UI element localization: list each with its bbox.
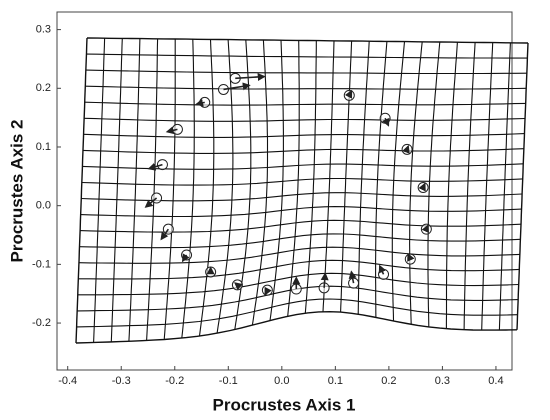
landmark-vector [234, 282, 243, 291]
landmark-vector [407, 252, 415, 262]
y-tick-label: -0.1 [32, 258, 51, 270]
grid-column [181, 39, 195, 339]
grid-column [269, 40, 284, 321]
y-tick-label: 0.2 [36, 82, 51, 94]
grid-row [82, 163, 524, 170]
grid-row [80, 219, 522, 233]
landmark-vector [348, 270, 357, 284]
grid-column [216, 39, 234, 334]
landmark-vector [160, 228, 169, 241]
y-tick-label: 0.0 [36, 200, 51, 212]
grid-column [375, 41, 388, 318]
grid-row [79, 233, 521, 249]
grid-row [81, 177, 523, 186]
x-tick-label: -0.2 [165, 375, 184, 387]
grid-row [80, 206, 522, 218]
grid-column [322, 40, 335, 312]
landmark-vector [264, 286, 272, 296]
plot-frame [56, 11, 513, 371]
grid-row [86, 53, 528, 59]
x-tick-label: -0.3 [112, 375, 131, 387]
grid-row [83, 133, 525, 138]
grid-row [85, 85, 527, 90]
y-tick-label: 0.1 [36, 141, 51, 153]
grid-column [409, 41, 423, 325]
grid-column [340, 40, 353, 313]
grid-row [81, 192, 523, 202]
x-axis-title: Procrustes Axis 1 [213, 395, 356, 414]
landmark-vector [165, 126, 178, 135]
x-tick-label: 0.1 [328, 375, 343, 387]
x-tick-label: 0.3 [435, 375, 450, 387]
y-axis-title: Procrustes Axis 2 [7, 120, 26, 263]
grid-column [463, 42, 476, 330]
grid-column [391, 41, 406, 322]
grid-row [86, 37, 529, 44]
x-tick-label: 0.4 [488, 375, 503, 387]
landmark-vector [223, 82, 251, 91]
x-tick-label: 0.2 [381, 375, 396, 387]
grid-row [82, 148, 524, 154]
landmark-vector [320, 272, 329, 288]
grid-column [427, 41, 441, 327]
landmark-vector [195, 98, 205, 107]
grid-column [498, 42, 511, 331]
grid-column [304, 40, 317, 314]
landmark-vector [421, 224, 429, 234]
landmark-vector [418, 182, 426, 192]
x-tick-label: -0.4 [58, 375, 77, 387]
y-tick-label: -0.2 [32, 317, 51, 329]
x-tick-label: -0.1 [219, 375, 238, 387]
landmark-vector [402, 144, 410, 154]
grid-row [84, 117, 526, 122]
landmark-vector [181, 253, 190, 263]
deformation-grid [75, 37, 529, 344]
grid-column [163, 39, 176, 340]
grid-column [110, 38, 123, 342]
grid-column [93, 38, 106, 343]
grid-row [76, 298, 518, 328]
grid-row [77, 272, 519, 296]
grid-row [78, 246, 520, 264]
y-tick-label: 0.3 [36, 24, 51, 36]
x-tick-label: 0.0 [274, 375, 289, 387]
landmark-vector [144, 197, 158, 208]
grid-column [445, 42, 458, 329]
grid-row [75, 310, 518, 344]
grid-row [84, 101, 526, 106]
grid-column [128, 38, 141, 342]
grid-column [251, 39, 269, 326]
grid-column [146, 38, 159, 341]
grid-column [75, 37, 88, 344]
landmark-vector [344, 89, 353, 99]
grid-column [198, 39, 215, 337]
grid-column [357, 41, 370, 315]
grid-column [516, 42, 529, 330]
landmark-vector [382, 117, 390, 127]
grid-column [481, 42, 494, 331]
grid-column [287, 40, 300, 317]
landmark-vector [147, 162, 163, 171]
landmark-vector [378, 264, 387, 275]
grid-row [78, 259, 520, 280]
grid-row [85, 69, 527, 75]
landmark-vector [235, 72, 266, 81]
